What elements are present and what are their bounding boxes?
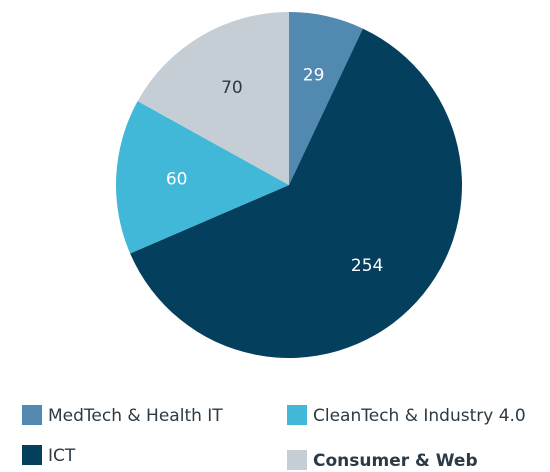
pie-slice [116, 101, 290, 254]
slice-label: 29 [303, 65, 325, 85]
pie-slice [289, 12, 363, 185]
pie-slice [137, 12, 289, 185]
pie-slice [130, 28, 462, 358]
slice-label: 254 [351, 256, 383, 276]
legend-label: ICT [48, 446, 76, 466]
legend-swatch [287, 405, 307, 425]
slice-label: 70 [221, 78, 243, 98]
legend-swatch [22, 405, 42, 425]
slice-label: 60 [166, 169, 188, 189]
legend-swatch [22, 445, 42, 465]
legend-label: MedTech & Health IT [48, 406, 223, 426]
legend-label: CleanTech & Industry 4.0 [313, 406, 526, 426]
legend-swatch [287, 450, 307, 470]
legend-label: Consumer & Web [313, 451, 478, 471]
